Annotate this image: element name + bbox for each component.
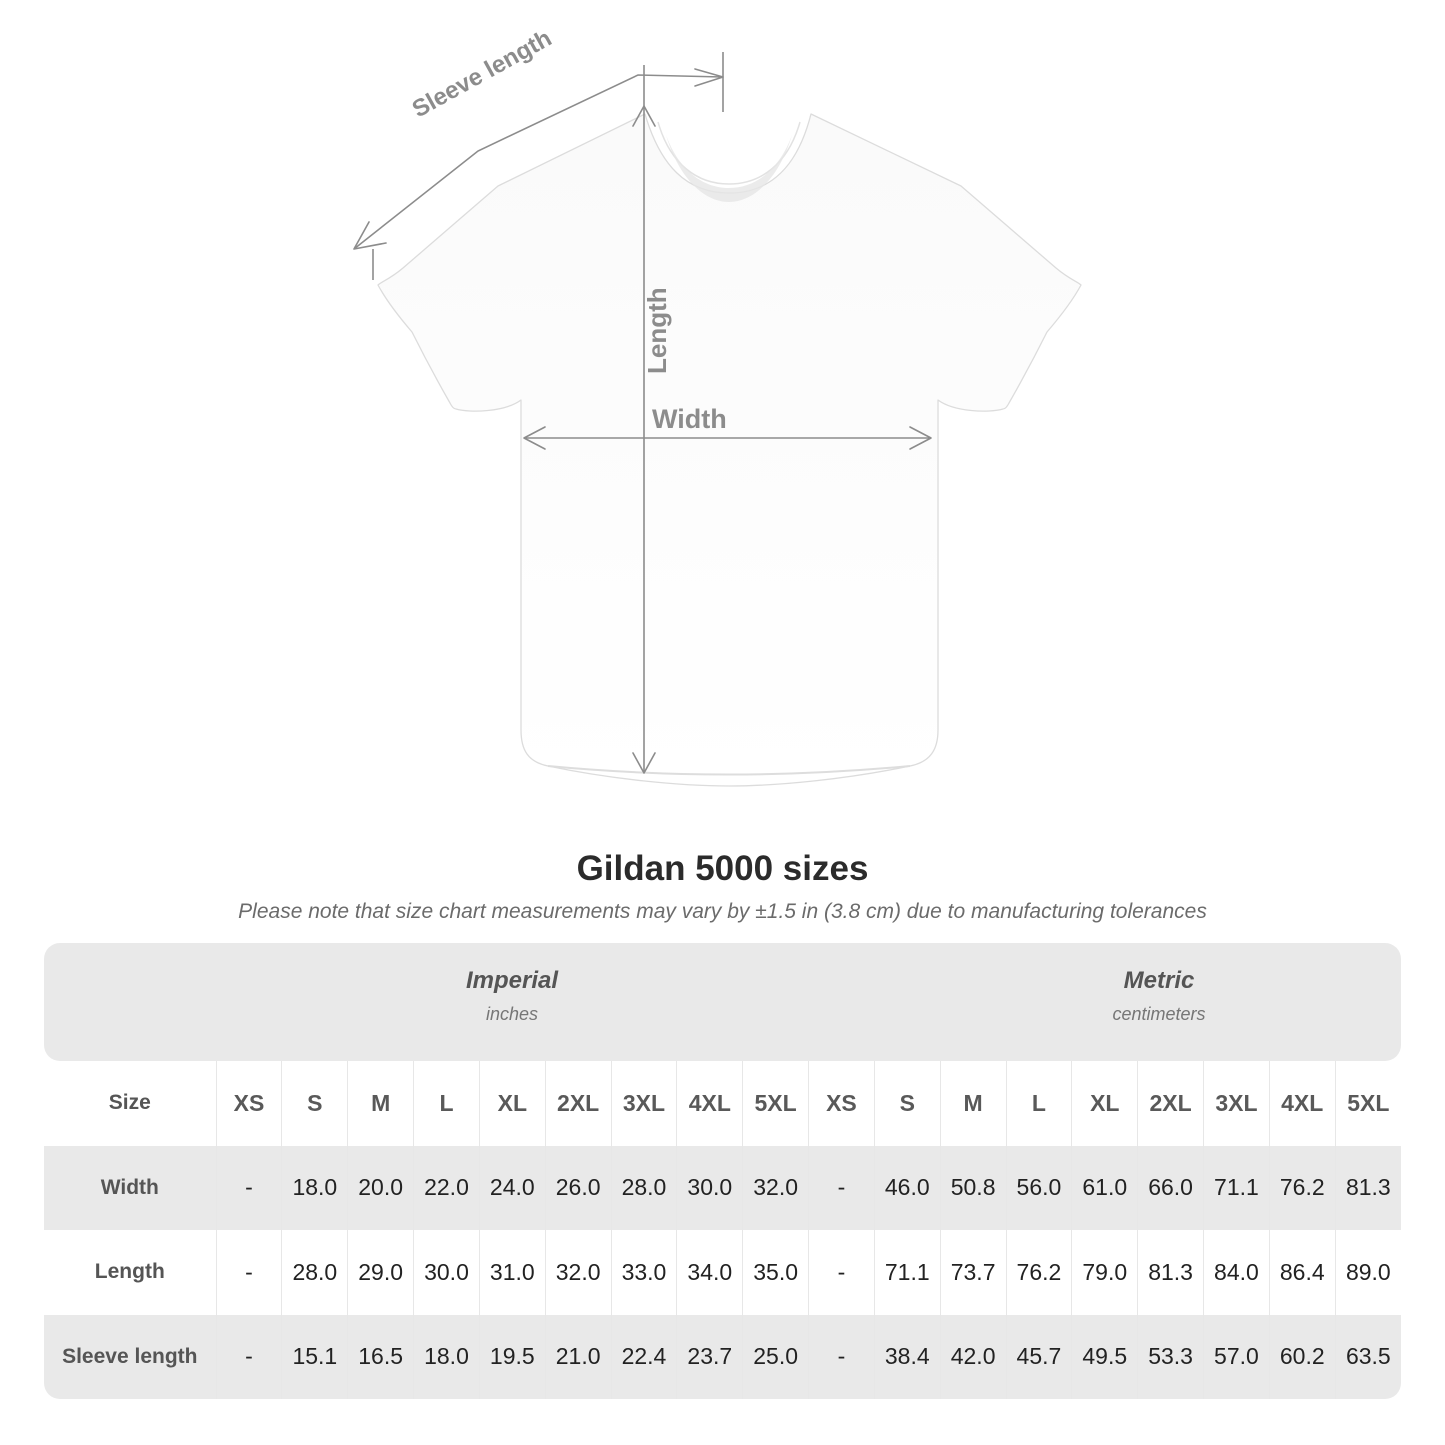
svg-text:Width: Width xyxy=(652,404,727,434)
svg-text:Length: Length xyxy=(642,287,672,374)
svg-text:Sleeve length: Sleeve length xyxy=(408,25,556,124)
